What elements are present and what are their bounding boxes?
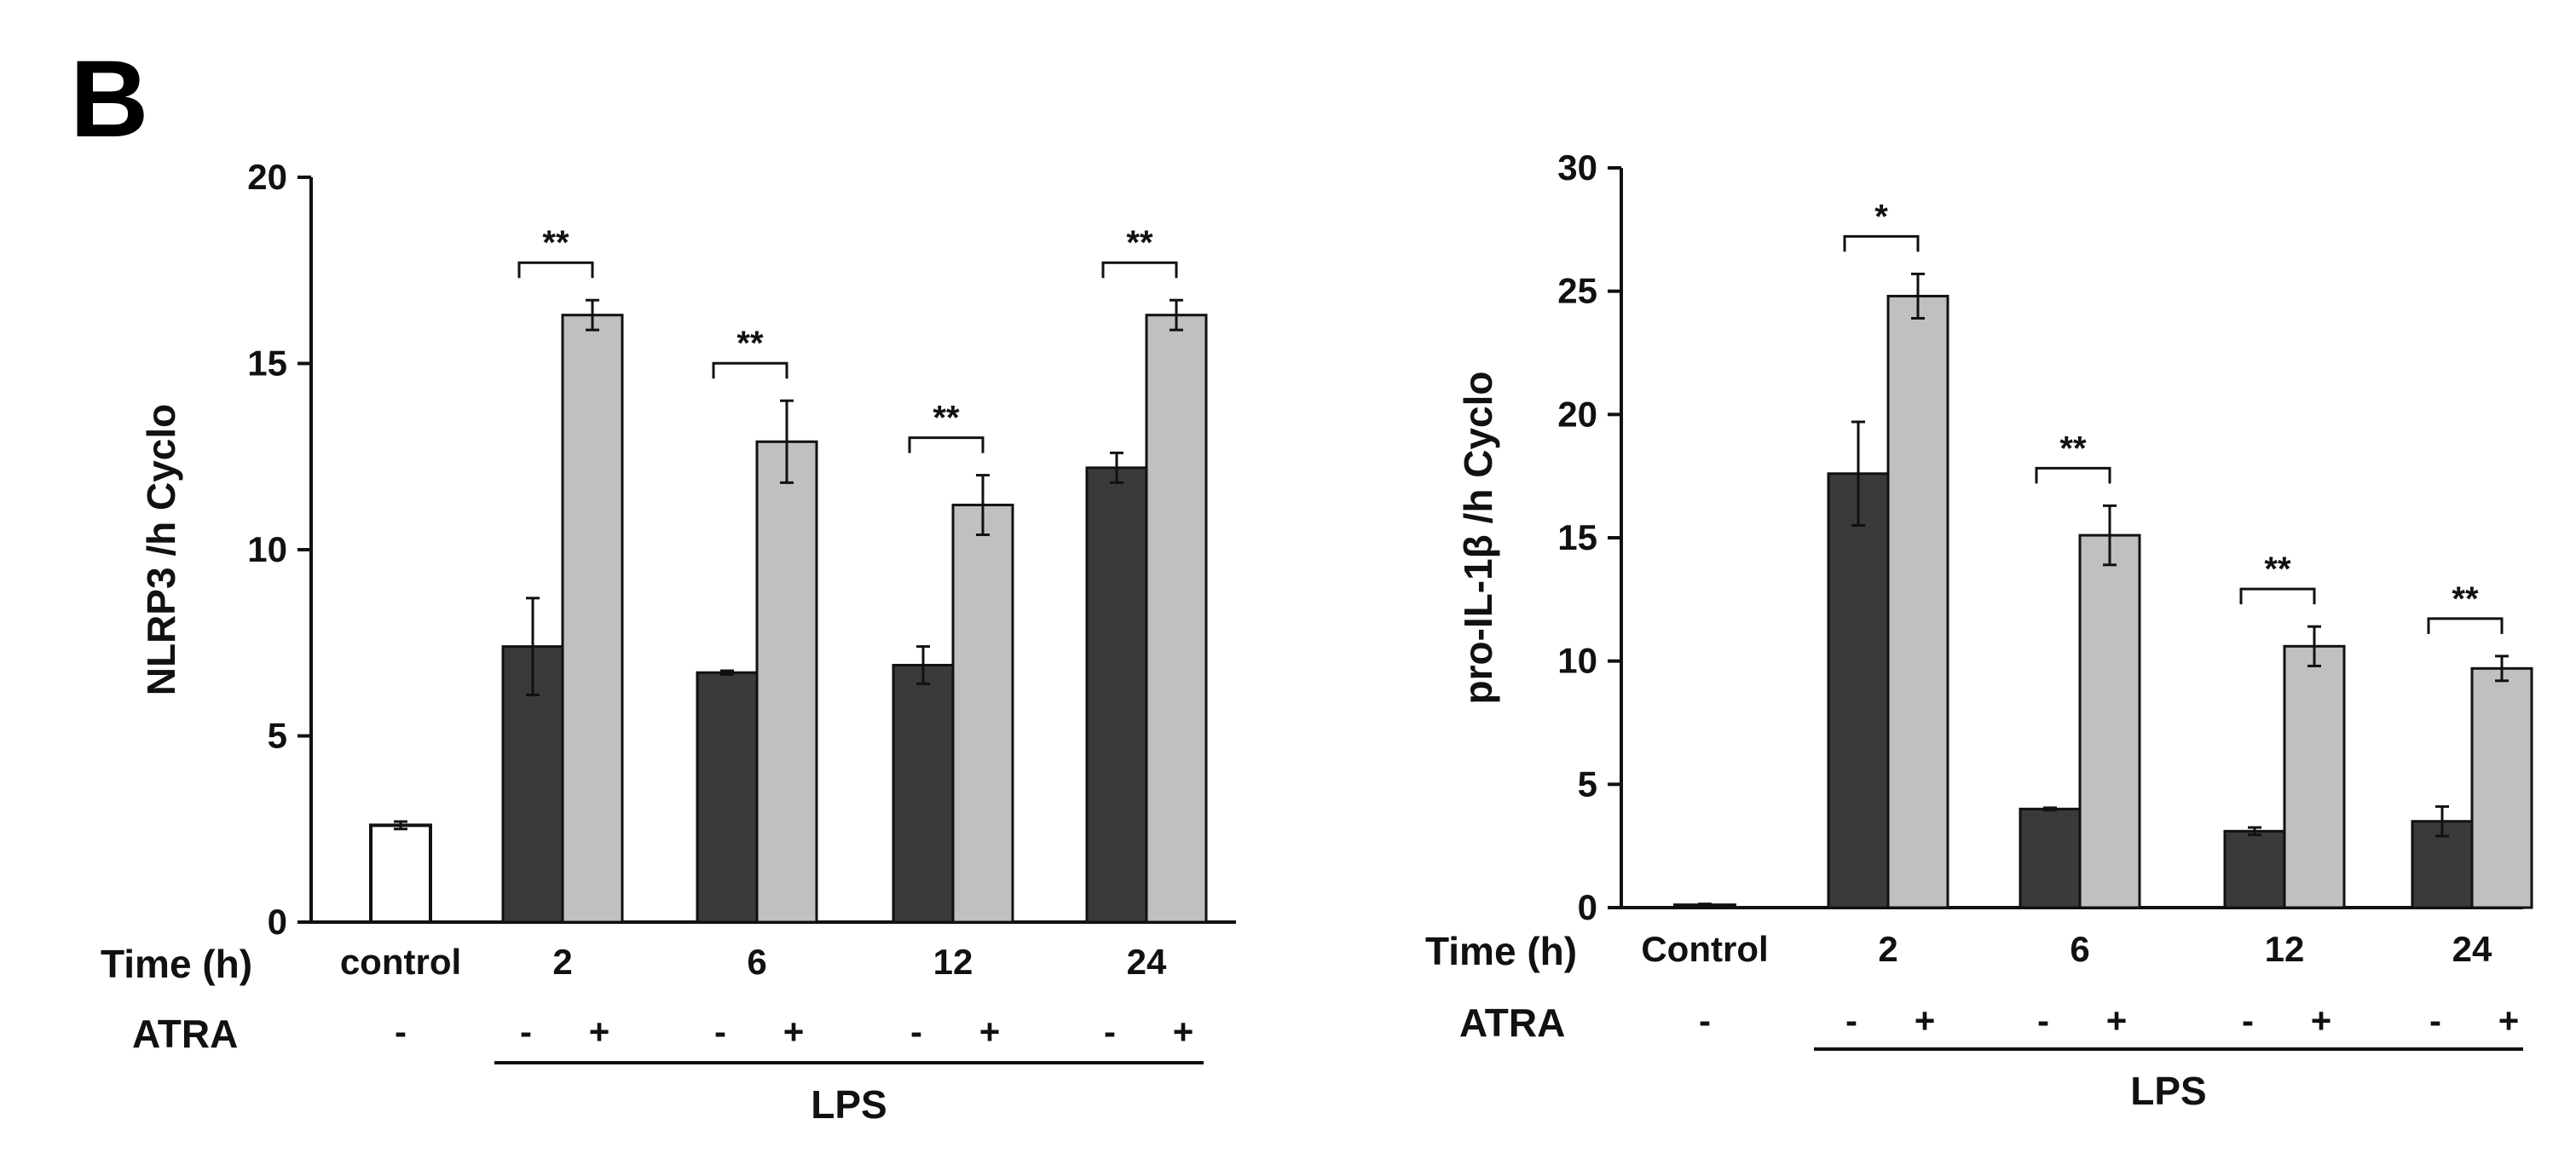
- p1-y-tick-label: 15: [247, 343, 287, 384]
- p2-lps-label: LPS: [2130, 1069, 2206, 1113]
- p1-x-tick-label-12h: 12: [933, 942, 973, 982]
- p1-significance-label-24h: **: [1126, 224, 1153, 262]
- p1-x-tick-label-6h: 6: [747, 942, 766, 982]
- p2-x-tick-label-2h: 2: [1878, 929, 1897, 969]
- p2-significance-bracket-24h: [2427, 617, 2504, 634]
- p2-x-tick-label-6h: 6: [2070, 929, 2089, 969]
- p2-x-tick-label-24h: 24: [2452, 929, 2492, 969]
- p2-time-row-label: Time (h): [1425, 929, 1577, 973]
- p1-atra-sign-12h-plus: +: [979, 1012, 1001, 1052]
- p1-significance-bracket-6h: [712, 361, 788, 379]
- p1-y-tick-label: 0: [268, 902, 287, 942]
- p2-significance-bracket-2h: [1843, 234, 1920, 252]
- p1-significance-label-2h: **: [542, 224, 569, 262]
- p2-bar-6h-minus: [2019, 807, 2082, 909]
- p1-y-tick-label: 5: [268, 716, 287, 756]
- p1-bar-6h-minus: [696, 671, 759, 924]
- p1-bar-12h-minus: [892, 663, 955, 924]
- p2-y-tick-label: 10: [1557, 641, 1597, 681]
- p1-atra-sign-24h-plus: +: [1173, 1012, 1194, 1052]
- p1-bar-2h-plus: [561, 314, 624, 924]
- p2-x-tick-label-12h: 12: [2265, 929, 2305, 969]
- p1-atra-sign-12h-minus: -: [910, 1012, 922, 1052]
- p1-significance-label-6h: **: [736, 325, 764, 362]
- p1-atra-row-label: ATRA: [132, 1012, 238, 1056]
- p2-y-axis-title: pro-IL-1β /h Cyclo: [1456, 372, 1500, 705]
- p1-bar-12h-plus: [951, 504, 1014, 924]
- p1-bar-24h-minus: [1085, 466, 1148, 924]
- p1-x-tick-label-24h: 24: [1127, 942, 1167, 982]
- p1-significance-bracket-12h: [908, 436, 985, 453]
- p1-bar-control: [369, 823, 432, 925]
- p2-significance-bracket-6h: [2035, 466, 2111, 484]
- p2-atra-sign-6h-plus: +: [2106, 1001, 2128, 1041]
- p2-atra-row-label: ATRA: [1459, 1001, 1565, 1045]
- p2-atra-sign-12h-plus: +: [2311, 1001, 2332, 1041]
- p2-atra-sign-12h-minus: -: [2242, 1001, 2254, 1041]
- p2-y-tick-label: 30: [1557, 147, 1597, 187]
- p2-atra-sign-2h-plus: +: [1915, 1001, 1936, 1041]
- p2-atra-sign-control: -: [1699, 1001, 1711, 1041]
- p2-atra-sign-24h-minus: -: [2429, 1001, 2441, 1041]
- p2-bar-2h-minus: [1827, 472, 1890, 909]
- p1-x-tick-label-control: control: [340, 942, 461, 982]
- p1-significance-bracket-24h: [1101, 261, 1178, 279]
- p1-bar-24h-plus: [1145, 314, 1208, 924]
- p1-lps-label: LPS: [811, 1082, 887, 1127]
- p2-x-tick-label-control: Control: [1641, 929, 1768, 969]
- p2-y-tick-label: 0: [1578, 887, 1597, 927]
- p1-atra-sign-2h-minus: -: [520, 1012, 532, 1052]
- p1-y-tick-label: 20: [247, 157, 287, 197]
- p1-significance-label-12h: **: [933, 400, 960, 437]
- p2-bar-24h-plus: [2470, 666, 2533, 909]
- p1-significance-bracket-2h: [517, 261, 594, 279]
- p2-bar-2h-plus: [1886, 294, 1949, 909]
- p2-significance-label-6h: **: [2059, 430, 2087, 467]
- p2-significance-label-24h: **: [2452, 580, 2479, 618]
- p1-atra-sign-control: -: [395, 1012, 407, 1052]
- p1-x-tick-label-2h: 2: [552, 942, 572, 982]
- p2-atra-sign-6h-minus: -: [2037, 1001, 2049, 1041]
- p2-significance-bracket-12h: [2239, 587, 2316, 605]
- p1-atra-sign-6h-plus: +: [783, 1012, 805, 1052]
- panel-letter: B: [70, 38, 148, 160]
- p2-significance-label-2h: *: [1874, 198, 1888, 235]
- p2-y-tick-label: 25: [1557, 271, 1597, 311]
- p2-y-tick-label: 15: [1557, 517, 1597, 557]
- p2-y-tick-label: 5: [1578, 764, 1597, 804]
- p1-atra-sign-6h-minus: -: [714, 1012, 726, 1052]
- p1-bar-6h-plus: [755, 440, 818, 924]
- p2-y-tick-label: 20: [1557, 394, 1597, 434]
- p1-y-tick-label: 10: [247, 529, 287, 569]
- p2-significance-label-12h: **: [2264, 551, 2291, 588]
- p1-time-row-label: Time (h): [101, 942, 252, 986]
- p2-bar-12h-plus: [2283, 644, 2346, 909]
- p2-bar-6h-plus: [2078, 533, 2141, 909]
- p2-bar-12h-minus: [2223, 829, 2286, 909]
- p1-y-axis-title: NLRP3 /h Cyclo: [139, 404, 183, 696]
- p2-atra-sign-2h-minus: -: [1845, 1001, 1857, 1041]
- p2-atra-sign-24h-plus: +: [2498, 1001, 2520, 1041]
- p1-atra-sign-24h-minus: -: [1104, 1012, 1116, 1052]
- p1-atra-sign-2h-plus: +: [589, 1012, 610, 1052]
